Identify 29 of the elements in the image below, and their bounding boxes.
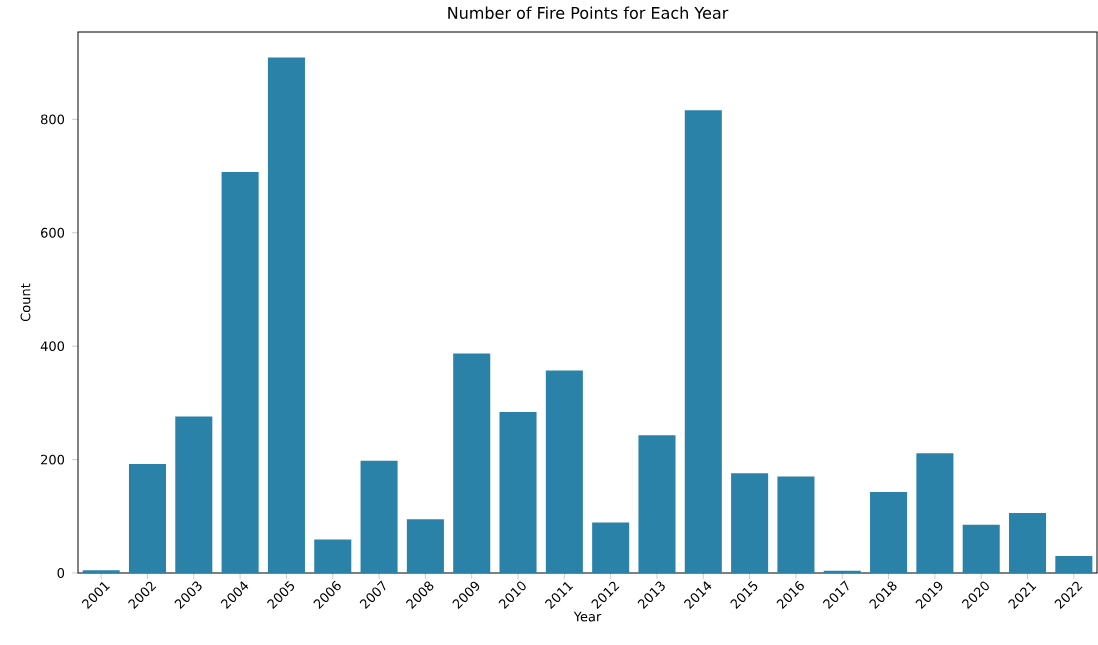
bar	[360, 460, 398, 573]
bar	[916, 453, 954, 573]
y-tick-label: 600	[41, 227, 65, 238]
bar	[175, 416, 213, 573]
bar	[221, 172, 259, 573]
bar	[1055, 555, 1093, 573]
bar	[962, 524, 1000, 573]
bar	[406, 519, 444, 573]
bar	[499, 411, 537, 573]
bar	[1009, 512, 1047, 573]
bar	[545, 370, 583, 573]
bar	[684, 110, 722, 573]
x-axis-title: Year	[573, 611, 602, 622]
bar	[267, 57, 305, 573]
y-tick-label: 0	[57, 568, 65, 578]
bar	[731, 473, 769, 573]
y-tick-label: 800	[41, 114, 65, 125]
bar	[592, 522, 630, 573]
y-tick-label: 400	[40, 341, 65, 352]
bar	[82, 570, 120, 573]
bar	[453, 353, 491, 573]
y-axis-title: Count	[20, 283, 31, 322]
chart-title: Number of Fire Points for Each Year	[448, 6, 729, 19]
bar	[638, 435, 676, 573]
bar	[777, 476, 815, 573]
y-tick-label: 200	[41, 454, 65, 465]
bar	[870, 491, 908, 573]
bar	[314, 539, 352, 573]
bar	[128, 464, 167, 573]
